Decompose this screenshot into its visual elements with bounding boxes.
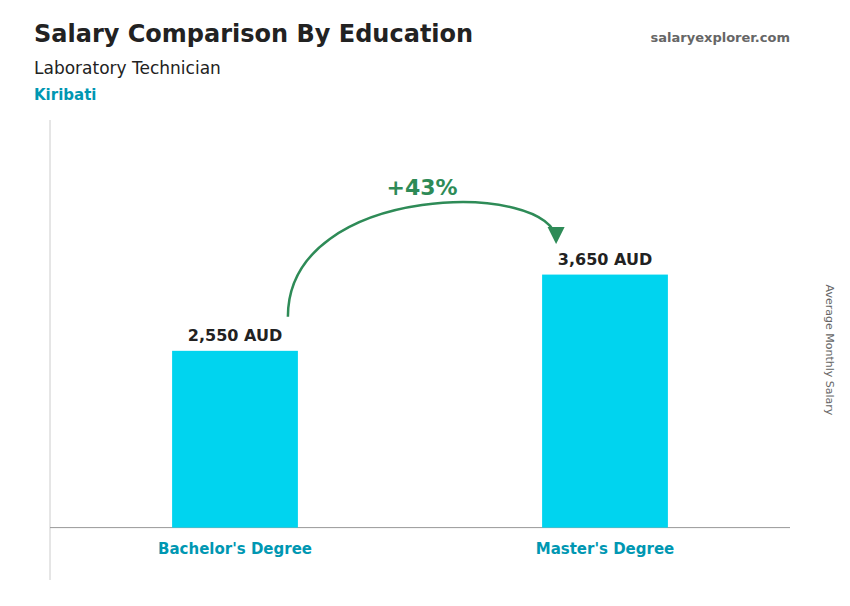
change-arrow [288, 202, 556, 317]
category-label: Master's Degree [536, 540, 675, 558]
change-label: +43% [386, 175, 457, 200]
data-label: 2,550 AUD [188, 326, 282, 345]
bars [172, 275, 668, 528]
baseline [50, 527, 790, 528]
subtitle: Laboratory Technician [34, 58, 221, 78]
source: salaryexplorer.com [651, 30, 790, 45]
y-axis-label: Average Monthly Salary [823, 285, 836, 416]
category-label: Bachelor's Degree [158, 540, 312, 558]
location: Kiribati [34, 86, 96, 104]
title: Salary Comparison By Education [34, 20, 473, 48]
chart: Salary Comparison By Education Laboratory… [0, 0, 850, 606]
data-label: 3,650 AUD [558, 250, 652, 269]
bar [172, 351, 298, 528]
y-axis-line [50, 120, 51, 580]
bar [542, 275, 668, 528]
